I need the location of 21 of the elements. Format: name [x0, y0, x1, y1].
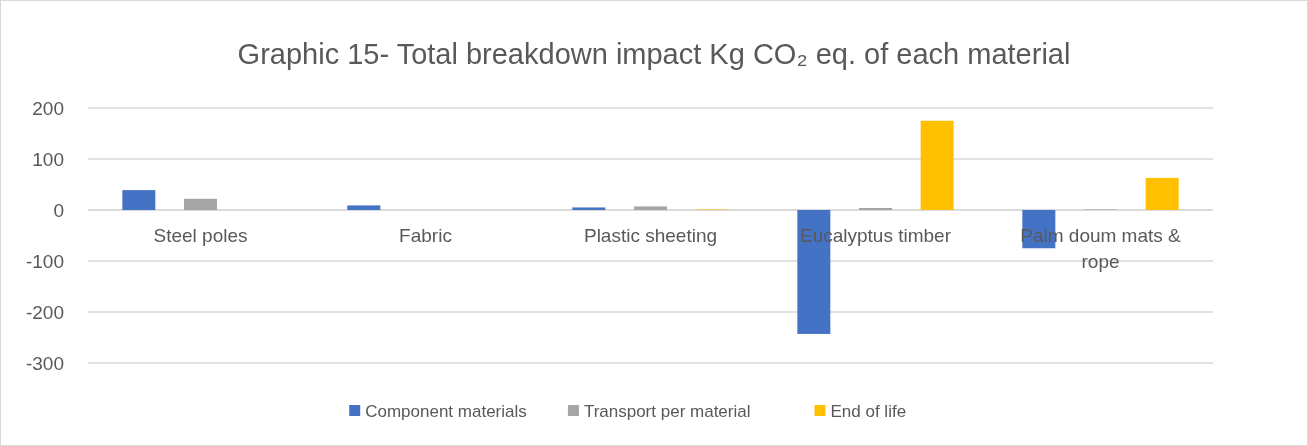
- chart-title: Graphic 15- Total breakdown impact Kg CO₂ eq. of each material: [237, 38, 1071, 70]
- y-tick-label: 100: [32, 148, 64, 170]
- y-tick-label: -100: [25, 250, 64, 272]
- x-tick-label: Steel poles: [153, 225, 248, 246]
- bar: [572, 207, 606, 210]
- bar: [1145, 177, 1179, 210]
- x-tick-label: Fabric: [399, 225, 452, 246]
- bar: [920, 120, 954, 210]
- y-tick-label: 0: [53, 199, 64, 221]
- x-tick-label: Plastic sheeting: [583, 225, 718, 246]
- y-tick-label: 200: [32, 97, 64, 119]
- legend-label: Component materials: [365, 401, 527, 421]
- bar: [634, 206, 667, 210]
- legend-label: Transport per material: [583, 401, 751, 421]
- y-tick-label: -300: [25, 352, 64, 374]
- bar: [184, 198, 217, 210]
- bar: [347, 205, 381, 210]
- bar: [122, 190, 156, 210]
- y-tick-label: -200: [25, 301, 64, 323]
- legend-label: End of life: [830, 401, 907, 421]
- bar: [859, 207, 892, 210]
